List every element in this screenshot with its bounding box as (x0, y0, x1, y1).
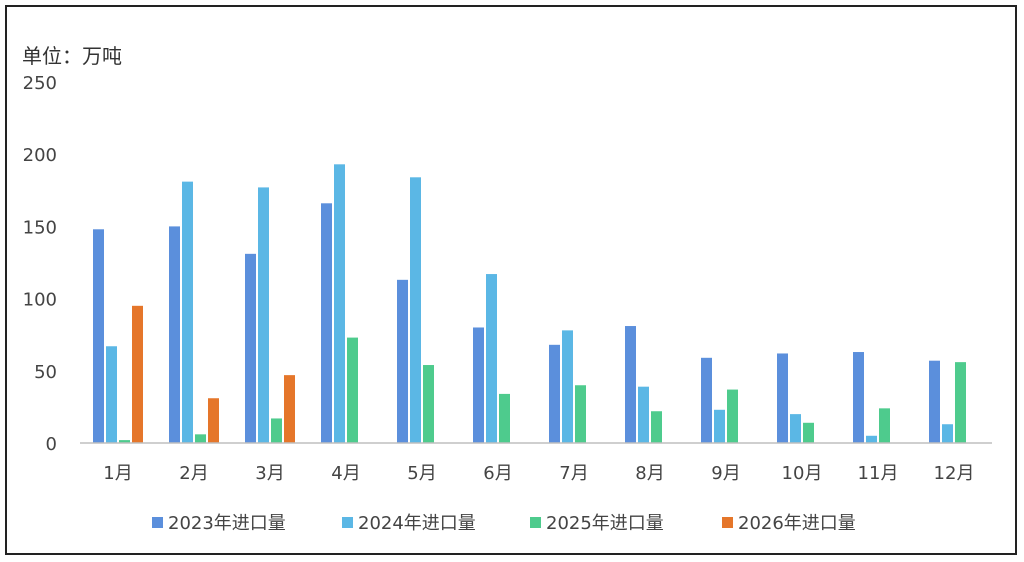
x-tick-label: 1月 (103, 463, 132, 484)
bar (182, 181, 193, 444)
bar (271, 418, 282, 443)
y-tick-label: 100 (23, 290, 57, 311)
y-tick-label: 150 (23, 217, 57, 238)
bar (486, 274, 497, 443)
legend-label: 2025年进口量 (546, 513, 664, 534)
bar (208, 398, 219, 443)
bar (879, 408, 890, 443)
bar (651, 411, 662, 443)
y-tick-label: 200 (23, 145, 57, 166)
x-axis-ticks: 1月 2月 3月 4月 5月 6月 7月 8月 9月 10月 11月 12月 (103, 463, 974, 484)
bar (727, 389, 738, 443)
unit-label: 单位：万吨 (22, 44, 122, 68)
x-tick-label: 3月 (255, 463, 284, 484)
bar (245, 253, 256, 443)
bar (955, 362, 966, 443)
bar (347, 337, 358, 443)
y-tick-label: 0 (46, 434, 57, 455)
bar (929, 360, 940, 443)
x-tick-label: 6月 (483, 463, 512, 484)
bar (803, 422, 814, 443)
legend: 2023年进口量 2024年进口量 2025年进口量 2026年进口量 (152, 513, 856, 534)
bar (284, 375, 295, 443)
bar (942, 424, 953, 443)
bar (169, 226, 180, 443)
bar (410, 177, 421, 443)
y-axis-ticks: 0 50 100 150 200 250 (23, 73, 57, 455)
bar (423, 365, 434, 443)
bars (93, 164, 966, 444)
bar (321, 203, 332, 443)
bar (853, 352, 864, 443)
x-tick-label: 7月 (559, 463, 588, 484)
legend-label: 2023年进口量 (168, 513, 286, 534)
x-tick-label: 11月 (858, 463, 899, 484)
bar (575, 385, 586, 443)
x-tick-label: 4月 (331, 463, 360, 484)
bar (473, 327, 484, 443)
bar (397, 279, 408, 443)
x-tick-label: 5月 (407, 463, 436, 484)
bar (334, 164, 345, 444)
x-tick-label: 10月 (782, 463, 823, 484)
x-tick-label: 12月 (934, 463, 975, 484)
legend-swatch (722, 517, 733, 528)
legend-swatch (342, 517, 353, 528)
bar (625, 326, 636, 443)
bar (549, 344, 560, 443)
legend-label: 2026年进口量 (738, 513, 856, 534)
legend-swatch (530, 517, 541, 528)
legend-swatch (152, 517, 163, 528)
bar (258, 187, 269, 443)
bar (119, 440, 130, 443)
bar (132, 305, 143, 443)
bar (638, 386, 649, 443)
bar (777, 353, 788, 443)
y-tick-label: 250 (23, 73, 57, 94)
bar (790, 414, 801, 443)
y-tick-label: 50 (34, 362, 57, 383)
bar (93, 229, 104, 443)
bar (562, 330, 573, 443)
bar (714, 409, 725, 443)
bar (106, 346, 117, 443)
bar (499, 393, 510, 443)
x-tick-label: 8月 (635, 463, 664, 484)
bar (701, 357, 712, 443)
legend-label: 2024年进口量 (358, 513, 476, 534)
bar (195, 434, 206, 443)
x-tick-label: 9月 (711, 463, 740, 484)
bar (866, 435, 877, 443)
x-tick-label: 2月 (179, 463, 208, 484)
